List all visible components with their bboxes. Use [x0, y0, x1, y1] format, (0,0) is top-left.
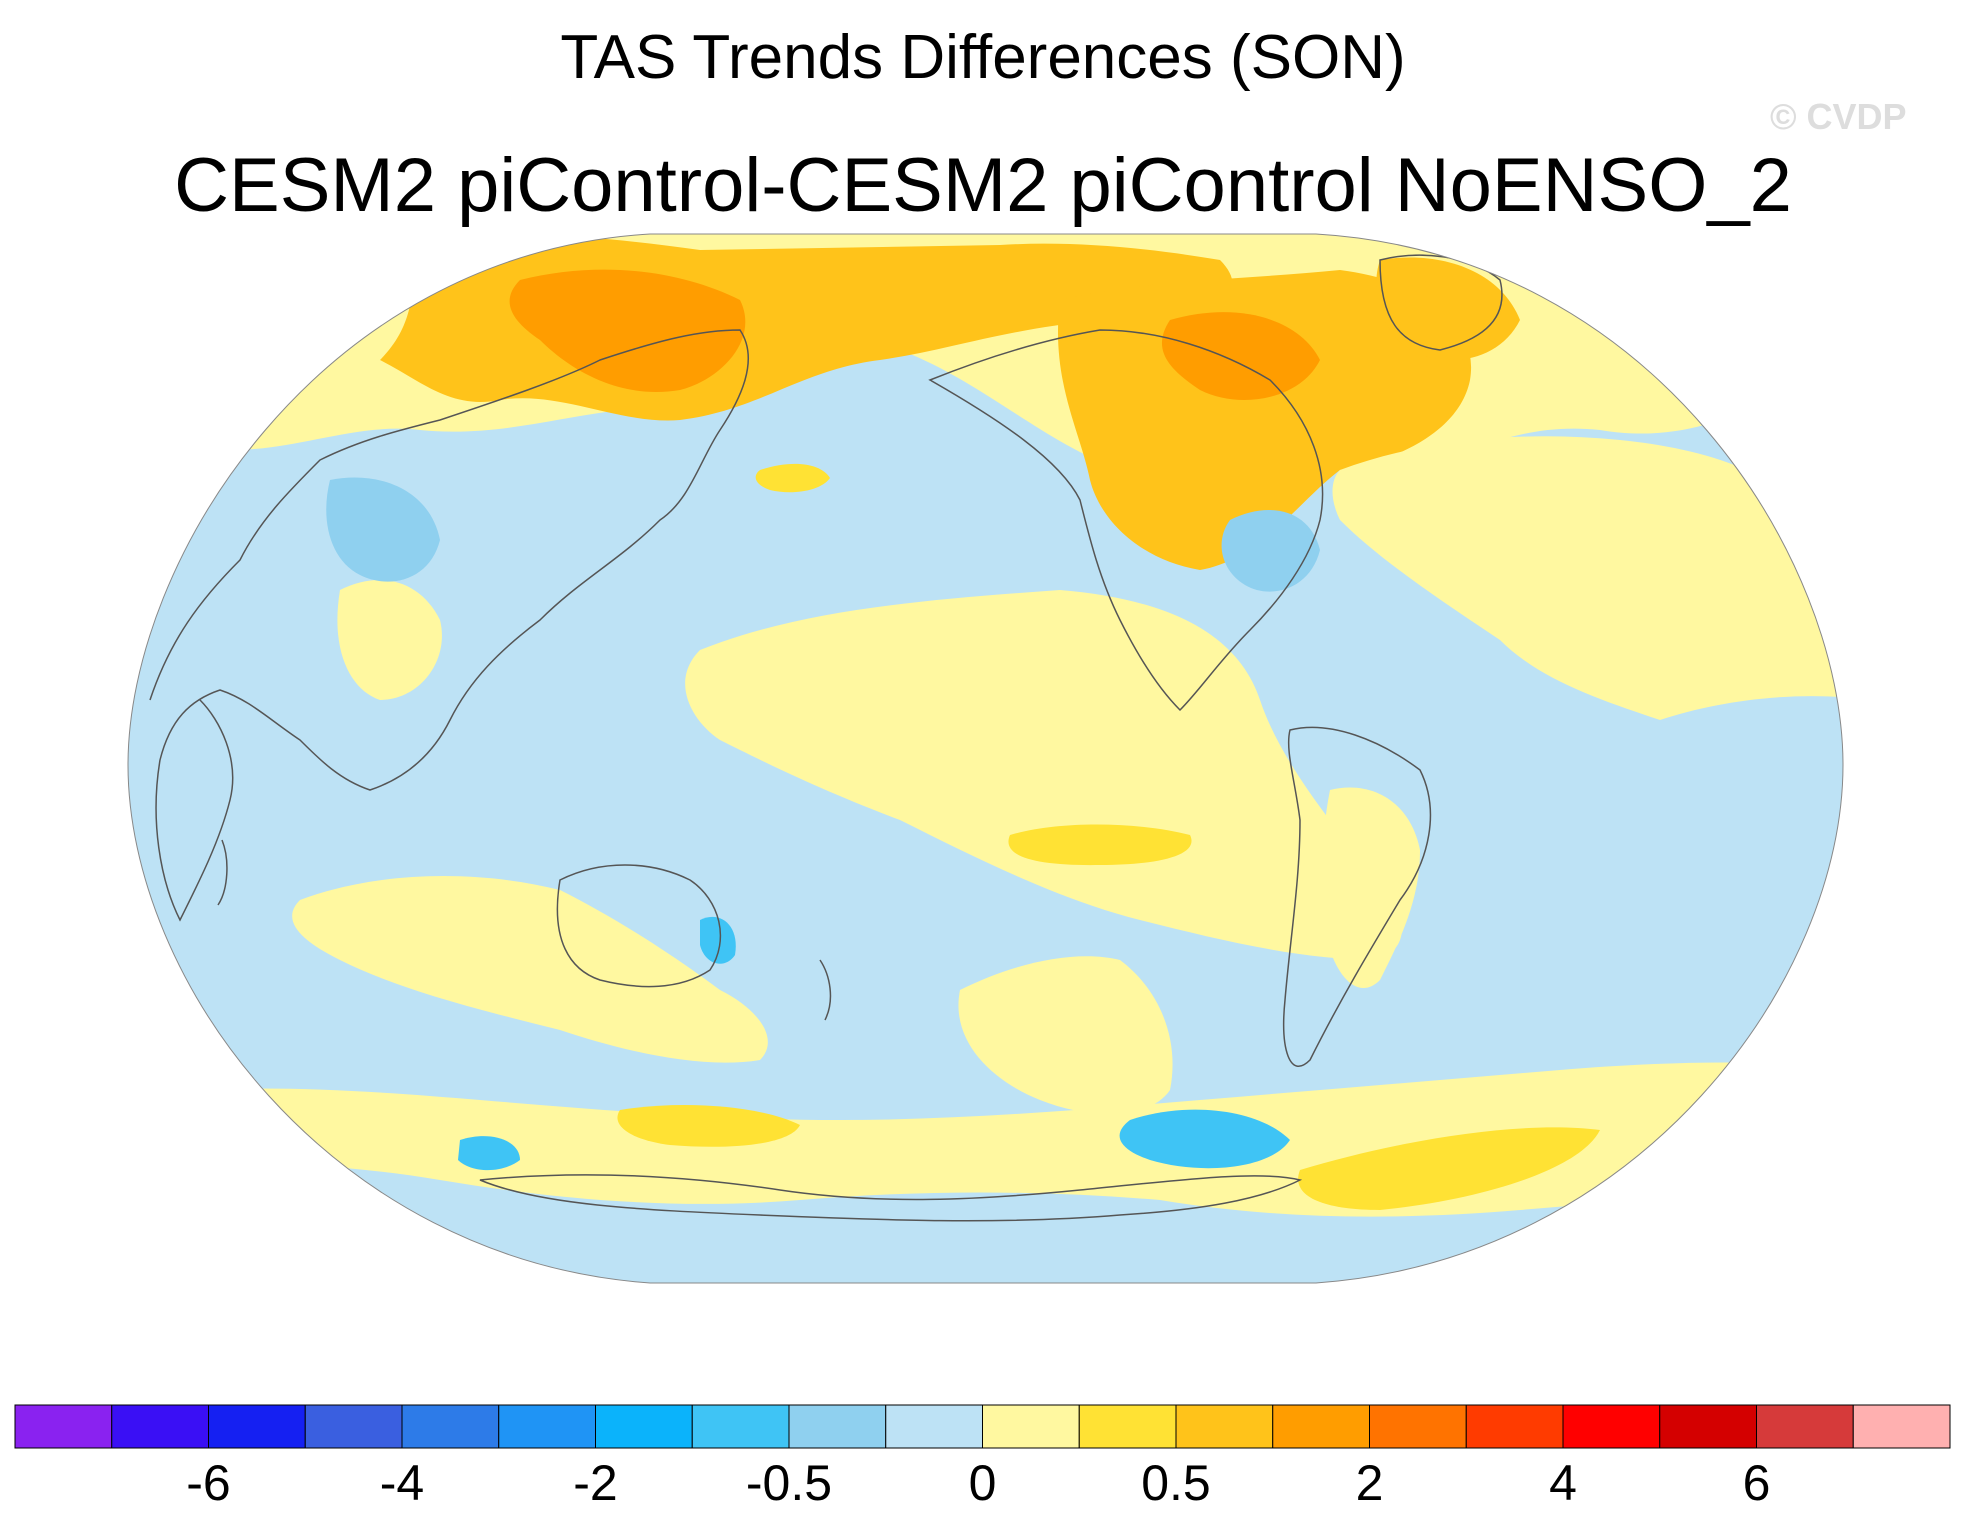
colorbar-swatch	[401, 1404, 500, 1449]
strong-warm-siberia	[509, 269, 746, 392]
colorbar-swatches	[14, 1404, 1951, 1449]
colorbar-swatch	[691, 1404, 790, 1449]
colorbar-tick-label: -2	[573, 1455, 617, 1511]
cool-spot-antarctic-indian	[458, 1136, 520, 1171]
colorbar-swatch	[1175, 1404, 1274, 1449]
colorbar-swatch	[885, 1404, 983, 1449]
coastline-antarctica	[479, 1174, 1303, 1222]
colorbar-tick-label: 2	[1356, 1455, 1384, 1511]
warm-band-south-pacific	[958, 956, 1173, 1114]
colorbar-swatch	[595, 1404, 693, 1449]
colorbar-swatch	[498, 1404, 596, 1449]
cool-spot-north-america	[1221, 510, 1320, 592]
warm-spot-equatorial	[1008, 824, 1192, 866]
world-map	[127, 233, 1844, 1284]
chart-subtitle: CESM2 piControl-CESM2 piControl NoENSO_2	[174, 143, 1792, 228]
warm-spot-southern-ocean-east	[1298, 1127, 1600, 1210]
colorbar-swatch	[1272, 1404, 1370, 1449]
warm-band-south-indian	[292, 876, 768, 1063]
colorbar-tick-label: 0	[969, 1455, 997, 1511]
cool-spot-central-asia	[326, 477, 440, 582]
colorbar-tick-label: -0.5	[746, 1455, 832, 1511]
warm-region-north-america	[1057, 270, 1472, 570]
colorbar-tick-label: -6	[186, 1455, 230, 1511]
warm-spot-southern-ocean-west	[617, 1105, 800, 1147]
chart-title: TAS Trends Differences (SON)	[560, 23, 1406, 92]
colorbar-labels: -6 -4 -2 -0.5 0 0.5 2 4 6	[186, 1455, 1770, 1511]
warm-spot-north-pacific	[755, 463, 830, 493]
colorbar-swatch	[1562, 1404, 1661, 1449]
cool-spot-australia	[700, 916, 736, 964]
warm-region-east-asia	[337, 580, 442, 700]
colorbar-swatch	[1369, 1404, 1467, 1449]
colorbar-swatch	[1852, 1404, 1951, 1449]
colorbar-swatch	[1659, 1404, 1757, 1449]
colorbar-tick-label: 6	[1743, 1455, 1771, 1511]
colorbar-swatch	[1756, 1404, 1854, 1449]
colorbar-swatch	[1465, 1404, 1564, 1449]
warm-region-south-america	[1322, 787, 1420, 989]
watermark: © CVDP	[1770, 96, 1907, 137]
coastline-australia	[556, 864, 722, 988]
strong-warm-canada	[1161, 312, 1320, 400]
colorbar-tick-label: 0.5	[1141, 1455, 1211, 1511]
colorbar-swatch	[788, 1404, 887, 1449]
coastline-greenland	[1379, 254, 1503, 351]
colorbar-tick-label: 4	[1549, 1455, 1577, 1511]
map-border	[127, 233, 1844, 1284]
coastlines	[149, 254, 1503, 1222]
colorbar-swatch	[14, 1404, 113, 1449]
warm-region-atlantic	[1332, 436, 1843, 720]
coastline-eurasia-africa	[149, 329, 749, 922]
cool-spot-antarctic-pacific	[1119, 1109, 1290, 1169]
coastline-madagascar	[217, 839, 228, 906]
warm-region-central-pacific	[685, 590, 1402, 960]
coastline-north-america	[928, 329, 1324, 712]
warm-region-greenland	[1376, 257, 1520, 360]
coastline-new-zealand	[819, 959, 832, 1021]
coastline-south-america	[1282, 726, 1432, 1067]
colorbar-swatch	[111, 1404, 209, 1449]
colorbar-swatch	[304, 1404, 403, 1449]
colorbar-tick-label: -4	[380, 1455, 424, 1511]
colorbar-swatch	[1078, 1404, 1177, 1449]
colorbar-swatch	[208, 1404, 306, 1449]
colorbar-swatch	[982, 1404, 1080, 1449]
